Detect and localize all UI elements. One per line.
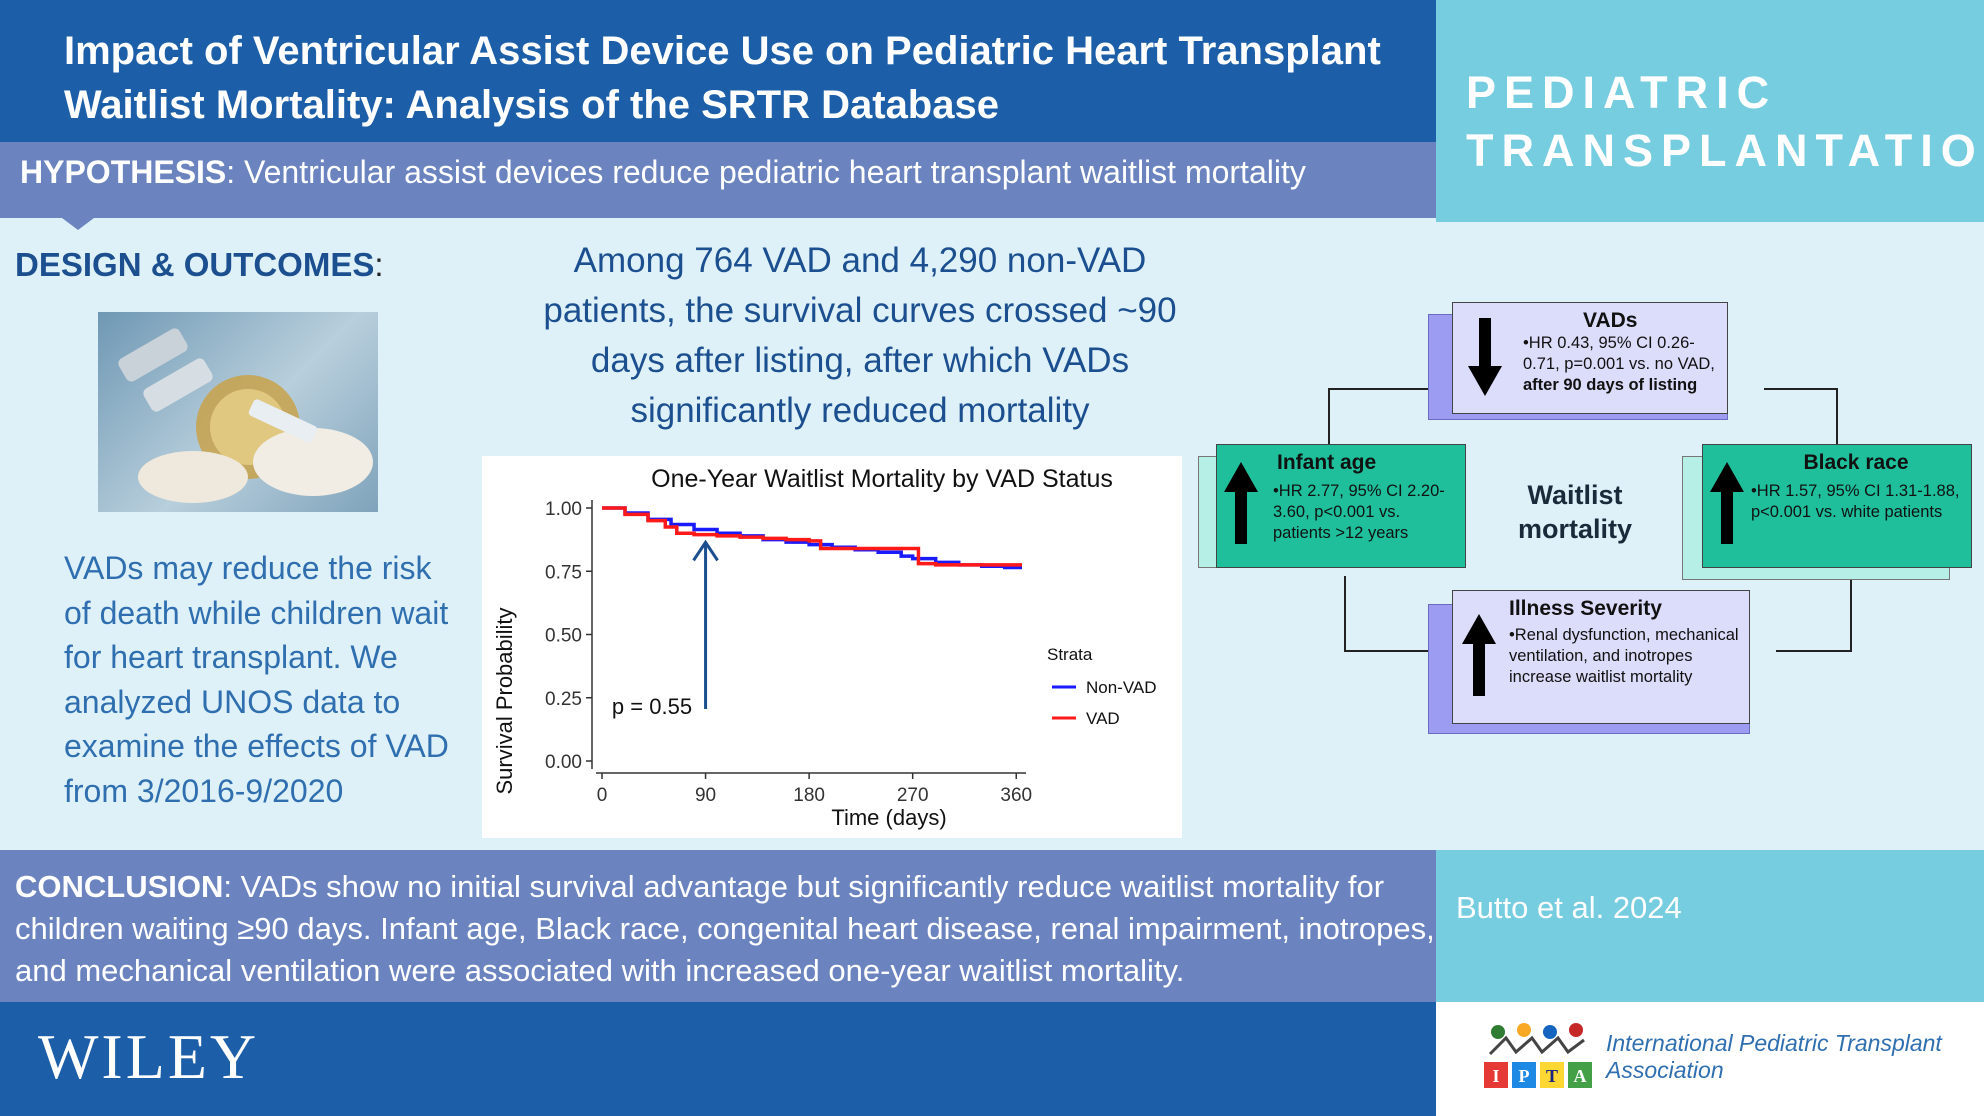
conclusion-band [0,850,1436,1002]
arrow-up-icon [1710,462,1744,544]
connector-black-illness [1776,576,1852,652]
citation: Butto et al. 2024 [1456,890,1682,925]
journal-box [1436,0,1984,222]
page-title: Impact of Ventricular Assist Device Use … [64,29,1381,127]
key-finding: Among 764 VAD and 4,290 non-VAD patients… [543,241,1177,430]
chart-ylabel: Survival Probability [492,607,517,794]
x-tick-label: 270 [897,785,929,806]
connector-vads-black [1764,388,1838,444]
chart-pvalue: p = 0.55 [612,694,692,719]
vads-body: •HR 0.43, 95% CI 0.26-0.71, p=0.001 vs. … [1523,333,1717,396]
infant-body: •HR 2.77, 95% CI 2.20-3.60, p<0.001 vs. … [1273,482,1445,542]
conclusion-text: CONCLUSION: VADs show no initial surviva… [15,866,1435,992]
ipta-letter-t: T [1546,1066,1558,1086]
chart-xlabel: Time (days) [831,805,946,830]
series-line-non-vad [602,506,1022,570]
hypothesis-text: HYPOTHESIS: Ventricular assist devices r… [20,150,1306,194]
title-band [0,0,1436,142]
vads-title: VADs [1583,309,1638,332]
hypothesis-body: : Ventricular assist devices reduce pedi… [226,154,1306,190]
legend-title: Strata [1047,645,1093,664]
vad-device-photo [98,312,378,512]
design-heading: DESIGN & OUTCOMES: [15,246,384,284]
conclusion-body: : VADs show no initial survival advantag… [15,869,1435,988]
survival-chart-svg: One-Year Waitlist Mortality by VAD Statu… [492,465,1157,830]
survival-chart: One-Year Waitlist Mortality by VAD Statu… [482,456,1182,838]
illness-body: •Renal dysfunction, mechanical ventilati… [1509,626,1739,686]
connector-infant-illness [1344,576,1432,652]
series-line-vad [602,506,1022,567]
black-body: •HR 1.57, 95% CI 1.31-1.88, p<0.001 vs. … [1751,482,1960,521]
x-tick-label: 180 [793,785,825,806]
journal-name: PEDIATRIC TRANSPLANTATION [1466,64,1984,180]
ipta-letter-a: A [1574,1066,1587,1086]
annotation-arrow-head [692,539,719,562]
conclusion-label: CONCLUSION [15,869,224,904]
ipta-box [1436,1002,1984,1116]
infant-box: Infant age •HR 2.77, 95% CI 2.20-3.60, p… [1216,444,1466,568]
y-tick-label: 0.50 [545,626,582,647]
ipta-letter-i: I [1492,1066,1499,1086]
chart-title: One-Year Waitlist Mortality by VAD Statu… [651,465,1113,493]
hypothesis-label: HYPOTHESIS [20,154,227,190]
vads-body-text: •HR 0.43, 95% CI 0.26-0.71, p=0.001 vs. … [1523,334,1715,373]
intro-text: VADs may reduce the risk of death while … [64,550,449,809]
arrow-up-icon [1462,614,1496,696]
y-tick-label: 0.25 [545,689,582,710]
x-tick-label: 0 [597,785,608,806]
infant-title: Infant age [1277,451,1377,474]
publisher-logo: WILEY [38,1021,260,1092]
connector-vads-infant [1328,388,1452,444]
black-box: Black race •HR 1.57, 95% CI 1.31-1.88, p… [1702,444,1972,568]
design-label: DESIGN & OUTCOMES [15,246,375,283]
illness-title: Illness Severity [1509,597,1662,620]
ipta-name: International Pediatric Transplant Assoc… [1606,1030,1942,1083]
x-tick-label: 90 [695,785,716,806]
hypothesis-notch [62,218,94,230]
vads-box: VADs •HR 0.43, 95% CI 0.26-0.71, p=0.001… [1452,302,1728,414]
journal-name-line1: PEDIATRIC [1466,67,1778,118]
waitlist-mortality-label: Waitlist mortality [1517,480,1633,544]
y-tick-label: 1.00 [545,499,582,520]
arrow-up-icon [1224,462,1258,544]
legend-label-vad: VAD [1086,709,1120,728]
vads-body-emphasis: after 90 days of listing [1523,376,1698,394]
y-tick-label: 0.75 [545,562,582,583]
x-tick-label: 360 [1000,785,1032,806]
journal-name-line2: TRANSPLANTATION [1466,125,1984,176]
citation-box [1436,850,1984,1002]
black-title: Black race [1803,451,1909,474]
ipta-logo: I P T A [1482,1018,1594,1090]
arrow-down-icon [1468,318,1502,396]
legend-label-non-vad: Non-VAD [1086,678,1157,697]
ipta-letter-p: P [1519,1066,1530,1086]
illness-box: Illness Severity •Renal dysfunction, mec… [1452,590,1750,724]
hypothesis-band [0,142,1436,218]
design-colon: : [374,246,384,283]
y-tick-label: 0.00 [545,752,582,773]
footer-band [0,1002,1436,1116]
